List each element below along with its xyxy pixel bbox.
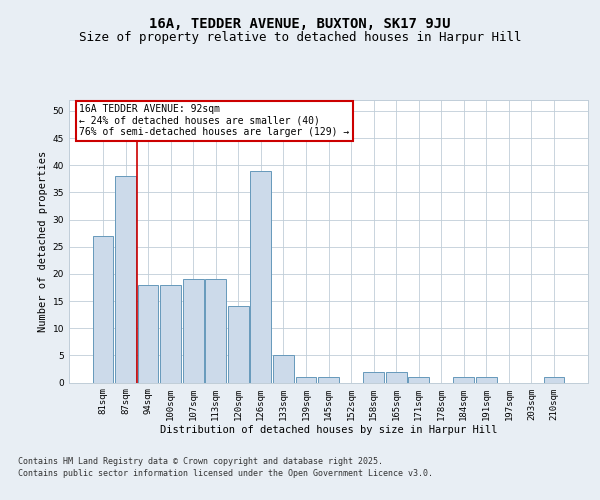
Bar xyxy=(386,372,407,382)
Bar xyxy=(363,372,384,382)
X-axis label: Distribution of detached houses by size in Harpur Hill: Distribution of detached houses by size … xyxy=(160,425,497,435)
Bar xyxy=(273,356,294,382)
Text: Size of property relative to detached houses in Harpur Hill: Size of property relative to detached ho… xyxy=(79,31,521,44)
Bar xyxy=(205,280,226,382)
Bar xyxy=(183,280,203,382)
Bar xyxy=(92,236,113,382)
Text: 16A TEDDER AVENUE: 92sqm
← 24% of detached houses are smaller (40)
76% of semi-d: 16A TEDDER AVENUE: 92sqm ← 24% of detach… xyxy=(79,104,350,138)
Bar xyxy=(160,284,181,382)
Bar xyxy=(318,377,339,382)
Bar xyxy=(115,176,136,382)
Bar xyxy=(296,377,316,382)
Bar xyxy=(228,306,248,382)
Text: Contains public sector information licensed under the Open Government Licence v3: Contains public sector information licen… xyxy=(18,468,433,477)
Bar xyxy=(250,170,271,382)
Bar xyxy=(544,377,565,382)
Bar xyxy=(454,377,474,382)
Text: 16A, TEDDER AVENUE, BUXTON, SK17 9JU: 16A, TEDDER AVENUE, BUXTON, SK17 9JU xyxy=(149,18,451,32)
Y-axis label: Number of detached properties: Number of detached properties xyxy=(38,150,49,332)
Bar xyxy=(137,284,158,382)
Bar xyxy=(409,377,429,382)
Text: Contains HM Land Registry data © Crown copyright and database right 2025.: Contains HM Land Registry data © Crown c… xyxy=(18,458,383,466)
Bar xyxy=(476,377,497,382)
